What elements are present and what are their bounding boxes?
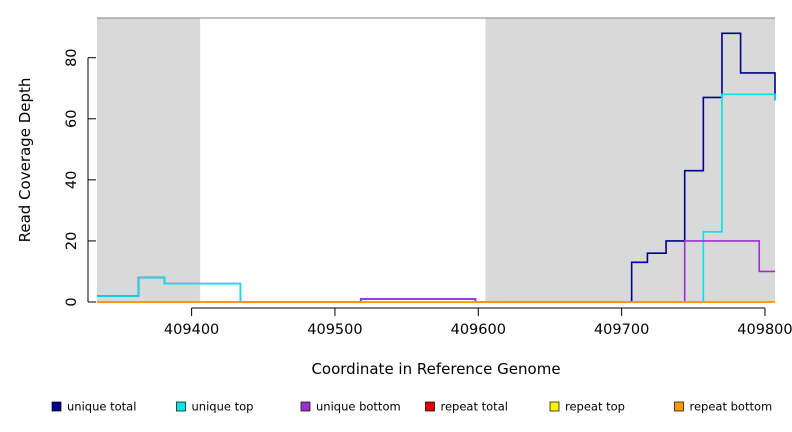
x-tick-label: 409800 xyxy=(737,322,792,338)
shaded-region-left xyxy=(97,18,201,302)
legend-label-repeat-top: repeat top xyxy=(565,400,625,414)
legend-swatch-unique-top[interactable] xyxy=(176,401,186,412)
legend-swatch-repeat-total[interactable] xyxy=(425,401,435,412)
x-tick-label: 409500 xyxy=(307,322,362,338)
legend-swatch-repeat-top[interactable] xyxy=(549,401,560,412)
shaded-regions xyxy=(97,18,775,302)
legend-swatch-repeat-bottom[interactable] xyxy=(674,401,684,412)
legend-swatch-unique-bottom[interactable] xyxy=(300,401,311,412)
data-series-group xyxy=(97,32,776,303)
legend-label-repeat-bottom: repeat bottom xyxy=(690,400,773,414)
y-tick-label: 60 xyxy=(64,110,80,128)
y-tick-label: 40 xyxy=(64,171,80,189)
x-tick-label: 409700 xyxy=(594,322,649,338)
legend-swatch-unique-total[interactable] xyxy=(51,401,62,412)
legend-label-unique-top: unique top xyxy=(192,400,254,414)
y-axis-title: Read Coverage Depth xyxy=(16,78,34,243)
shaded-region-right xyxy=(485,18,775,302)
legend-label-unique-bottom: unique bottom xyxy=(316,400,401,414)
legend-label-repeat-total: repeat total xyxy=(441,400,508,414)
y-tick-label: 20 xyxy=(64,232,80,250)
x-axis-title: Coordinate in Reference Genome xyxy=(311,360,560,378)
y-tick-label: 80 xyxy=(64,48,80,66)
x-tick-label: 409600 xyxy=(451,322,506,338)
chart-legend: unique total unique top unique bottom repea… xyxy=(51,400,773,414)
y-axis: 0 20 40 60 80 xyxy=(64,48,96,307)
y-tick-label: 0 xyxy=(64,297,80,306)
x-axis: 409400 409500 409600 409700 409800 xyxy=(164,307,792,338)
x-tick-label: 409400 xyxy=(164,322,219,338)
legend-label-unique-total: unique total xyxy=(67,400,136,414)
